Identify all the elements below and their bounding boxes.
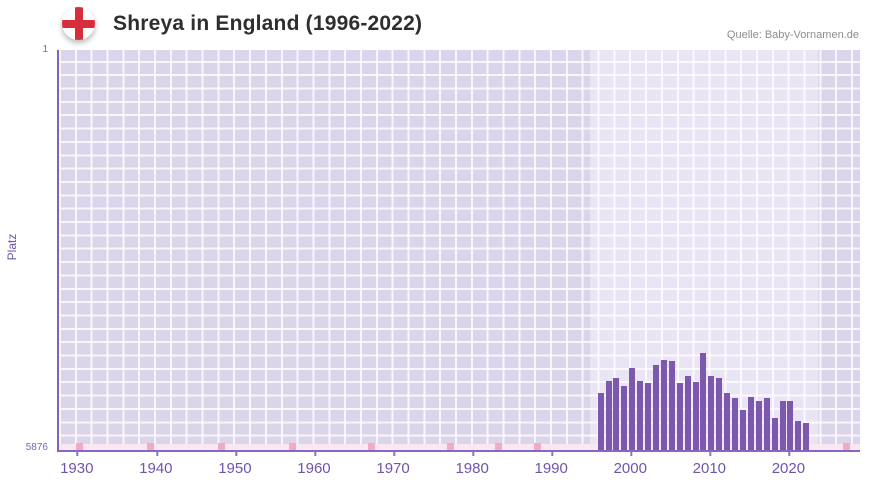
bar-2008[interactable] — [692, 382, 699, 450]
flag-cross-horizontal — [62, 19, 95, 28]
no-data-marker — [447, 443, 455, 450]
bar-1996[interactable] — [597, 393, 604, 450]
no-data-marker — [494, 443, 502, 450]
bar-2009[interactable] — [700, 352, 707, 450]
no-data-marker — [534, 443, 542, 450]
x-tick-label-1970: 1970 — [376, 451, 410, 477]
chart-title: Shreya in England (1996-2022) — [113, 12, 423, 35]
bar-1998[interactable] — [613, 378, 620, 450]
bar-2005[interactable] — [668, 361, 675, 450]
bar-2016[interactable] — [755, 400, 762, 450]
no-data-marker — [75, 443, 83, 450]
x-tick-label-1960: 1960 — [297, 451, 331, 477]
bar-2001[interactable] — [637, 380, 644, 450]
x-tick-label-1950: 1950 — [218, 451, 252, 477]
source-attribution: Quelle: Baby-Vornamen.de — [726, 29, 859, 41]
y-axis-bottom-label: 5876 — [25, 442, 48, 453]
x-tick-label-1990: 1990 — [534, 451, 568, 477]
y-axis-top-label: 1 — [42, 44, 48, 55]
bar-2015[interactable] — [747, 396, 754, 450]
x-tick-label-2000: 2000 — [613, 451, 647, 477]
bar-2002[interactable] — [645, 382, 652, 450]
baseline-strip — [59, 444, 860, 450]
bar-2010[interactable] — [708, 376, 715, 450]
no-data-marker — [368, 443, 376, 450]
bar-1999[interactable] — [621, 386, 628, 450]
no-data-marker — [289, 443, 297, 450]
bar-2019[interactable] — [779, 400, 786, 450]
bar-2021[interactable] — [795, 421, 802, 450]
bars-layer — [59, 50, 860, 450]
x-tick-label-1980: 1980 — [455, 451, 489, 477]
no-data-marker — [218, 443, 226, 450]
bar-2007[interactable] — [684, 376, 691, 450]
bar-2012[interactable] — [724, 393, 731, 450]
bar-2006[interactable] — [676, 382, 683, 450]
plot-area — [57, 50, 860, 452]
x-tick-label-2020: 2020 — [771, 451, 806, 477]
bar-2003[interactable] — [652, 365, 659, 450]
bar-2018[interactable] — [771, 418, 778, 450]
y-axis-title: Platz — [5, 233, 19, 261]
x-tick-label-1940: 1940 — [139, 451, 173, 477]
bar-2014[interactable] — [739, 410, 746, 450]
x-tick-label-1930: 1930 — [60, 451, 94, 477]
bar-2004[interactable] — [660, 359, 667, 450]
bar-2022[interactable] — [803, 423, 810, 450]
bar-2013[interactable] — [732, 397, 739, 450]
x-tick-label-2010: 2010 — [692, 451, 727, 477]
no-data-marker — [842, 443, 850, 450]
bar-2011[interactable] — [716, 378, 723, 450]
bar-2017[interactable] — [763, 397, 770, 450]
bar-2000[interactable] — [629, 367, 636, 450]
x-axis: 1930 1940 1950 1960 1970 1980 1990 2000 2010 2020 — [57, 451, 858, 480]
bar-1997[interactable] — [605, 380, 612, 450]
england-flag-icon — [62, 7, 95, 40]
bar-2020[interactable] — [787, 401, 794, 450]
no-data-marker — [146, 443, 154, 450]
